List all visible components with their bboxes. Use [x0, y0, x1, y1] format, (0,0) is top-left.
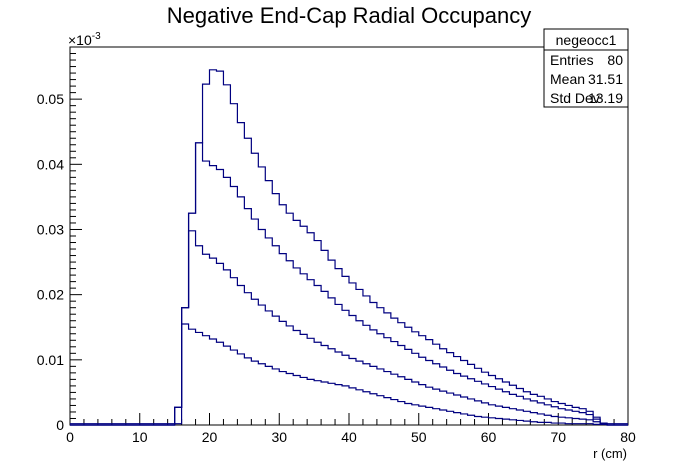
stats-stddev-label: Std Dev — [550, 90, 600, 106]
stats-box-frame — [543, 28, 629, 108]
x-tick-label: 20 — [202, 429, 218, 445]
y-tick-label: 0.01 — [37, 352, 64, 368]
y-axis-ticks — [70, 46, 82, 426]
x-tick-label: 70 — [550, 429, 566, 445]
stats-box-name: negeocc1 — [556, 32, 617, 48]
histogram-series-3 — [70, 230, 628, 426]
stats-mean-label: Mean — [550, 71, 585, 87]
y-exponent-label: ×10-3 — [68, 31, 101, 48]
y-exponent-power: -3 — [92, 31, 101, 42]
stats-entries-value: 80 — [607, 52, 623, 68]
y-tick-label: 0.02 — [37, 287, 64, 303]
histogram-series-2 — [70, 142, 628, 426]
histogram-series-1 — [70, 69, 628, 426]
x-tick-label: 10 — [132, 429, 148, 445]
stats-stddev-value: 13.19 — [588, 90, 623, 106]
y-axis-tick-labels: 0 0.01 0.02 0.03 0.04 0.05 — [37, 91, 64, 433]
y-exponent-base: ×10 — [68, 32, 92, 48]
histogram-series-4 — [70, 323, 628, 425]
x-tick-label: 50 — [411, 429, 427, 445]
y-tick-label: 0.05 — [37, 91, 64, 107]
y-tick-label: 0.03 — [37, 221, 64, 237]
stats-entries-label: Entries — [550, 52, 594, 68]
x-tick-label: 0 — [66, 429, 74, 445]
x-axis-title: r (cm) — [593, 446, 627, 461]
y-tick-label: 0.04 — [37, 156, 64, 172]
x-tick-label: 30 — [271, 429, 287, 445]
y-tick-label: 0 — [56, 417, 64, 433]
x-axis-tick-labels: 0 10 20 30 40 50 60 70 80 — [66, 429, 636, 445]
stats-box: negeocc1 Entries 80 Mean 31.51 Std Dev 1… — [543, 28, 629, 108]
histogram-series — [70, 69, 628, 426]
x-tick-label: 60 — [481, 429, 497, 445]
x-tick-label: 80 — [620, 429, 636, 445]
x-tick-label: 40 — [341, 429, 357, 445]
stats-mean-value: 31.51 — [588, 71, 623, 87]
chart-title: Negative End-Cap Radial Occupancy — [167, 3, 531, 28]
